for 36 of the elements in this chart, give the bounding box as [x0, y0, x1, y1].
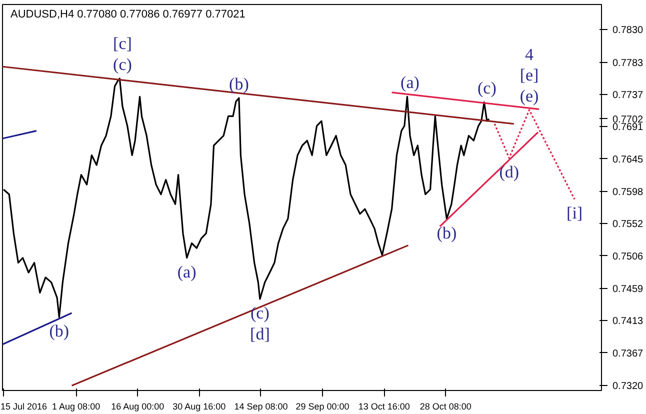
annotation: (e) [520, 86, 539, 106]
annotation: [c] [113, 34, 132, 53]
y-tick-label: 0.7506 [612, 251, 644, 262]
annotation: (c) [113, 54, 132, 74]
annotation: [e] [520, 65, 539, 84]
x-tick-label: 1 Aug 08:00 [52, 402, 100, 412]
y-tick-label: 0.7645 [612, 154, 644, 166]
annotation: 4 [525, 44, 534, 64]
x-tick-label: 30 Aug 16:00 [172, 402, 226, 412]
y-tick-label: 0.7737 [612, 90, 644, 102]
y-tick-label: 0.7552 [612, 219, 644, 230]
annotation: (b) [436, 223, 457, 242]
annotation: [i] [566, 204, 583, 223]
annotation: (d) [499, 162, 520, 182]
annotation: (b) [229, 74, 249, 94]
x-tick-label: 29 Sep 00:00 [296, 402, 350, 412]
y-tick-label: 0.7598 [612, 187, 644, 198]
x-tick-label: 16 Aug 00:00 [111, 402, 164, 412]
y-tick-label: 0.7783 [612, 58, 644, 69]
annotation: [d] [250, 324, 270, 344]
annotation: (b) [49, 322, 70, 341]
chart-title: AUDUSD,H4 0.77080 0.77086 0.76977 0.77021 [10, 8, 246, 20]
y-tick-label: 0.7413 [612, 316, 644, 328]
x-tick-label: 15 Jul 2016 [0, 402, 48, 412]
y-tick-label: 0.7459 [612, 284, 644, 296]
y-tick-label: 0.7830 [612, 25, 644, 36]
annotation: (c) [250, 304, 270, 323]
x-tick-label: 13 Oct 16:00 [358, 402, 410, 412]
annotation: (a) [400, 73, 420, 92]
annotation: (c) [478, 78, 496, 98]
y-tick-label: 0.7320 [612, 381, 644, 392]
annotation: (a) [177, 262, 196, 282]
y-tick-label: 0.7367 [612, 348, 644, 360]
x-tick-label: 28 Oct 08:00 [420, 402, 472, 412]
x-tick-label: 14 Sep 08:00 [234, 402, 288, 412]
y-tick-label: 0.7691 [612, 122, 644, 134]
